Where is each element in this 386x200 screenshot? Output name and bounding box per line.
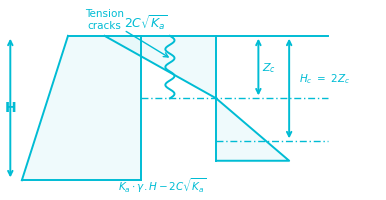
Text: $2C\sqrt{K_a}$: $2C\sqrt{K_a}$ xyxy=(124,14,168,33)
Text: H: H xyxy=(5,101,16,115)
Polygon shape xyxy=(22,36,141,180)
Text: Tension
cracks: Tension cracks xyxy=(85,9,124,31)
Polygon shape xyxy=(105,36,216,98)
Text: $H_c\ =\ 2Z_c$: $H_c\ =\ 2Z_c$ xyxy=(299,72,350,86)
Polygon shape xyxy=(216,98,289,161)
Text: $Z_c$: $Z_c$ xyxy=(262,61,276,75)
Text: $K_a \cdot \gamma .H-2C\sqrt{K_a}$: $K_a \cdot \gamma .H-2C\sqrt{K_a}$ xyxy=(118,176,207,195)
